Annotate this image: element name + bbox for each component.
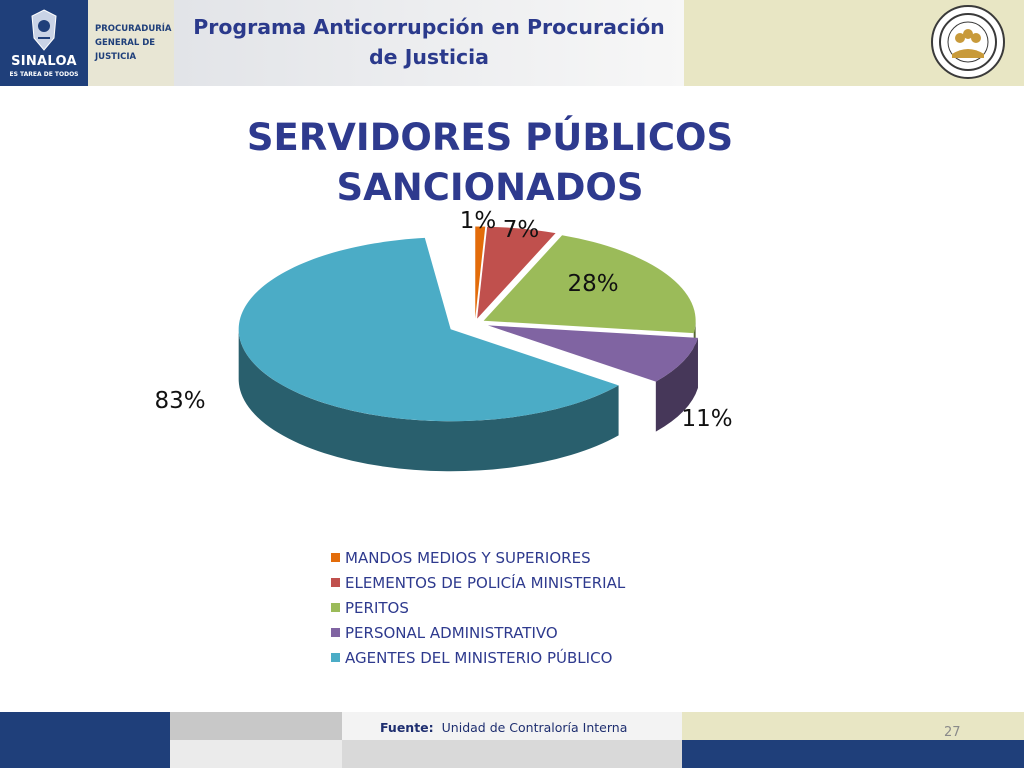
pie-slice xyxy=(477,226,556,319)
sinaloa-logo: SINALOA ES TAREA DE TODOS xyxy=(0,0,88,86)
institution-line: JUSTICIA xyxy=(95,52,137,62)
pie-data-label: 28% xyxy=(567,271,618,297)
legend-label: ELEMENTOS DE POLICÍA MINISTERIAL xyxy=(345,573,626,592)
institution-line: PROCURADURÍA xyxy=(95,24,172,34)
legend-label: AGENTES DEL MINISTERIO PÚBLICO xyxy=(345,648,613,667)
slide-header: SINALOA ES TAREA DE TODOS PROCURADURÍA G… xyxy=(0,0,1024,86)
institution-name: PROCURADURÍA GENERAL DE JUSTICIA xyxy=(88,0,174,86)
legend-label: MANDOS MEDIOS Y SUPERIORES xyxy=(345,548,591,567)
program-title: Programa Anticorrupción en Procuración d… xyxy=(174,0,684,86)
pie-data-label: 11% xyxy=(681,406,732,432)
legend-item: MANDOS MEDIOS Y SUPERIORES xyxy=(331,545,625,570)
legend-item: ELEMENTOS DE POLICÍA MINISTERIAL xyxy=(331,570,625,595)
legend-swatch xyxy=(331,578,340,587)
coat-of-arms-icon xyxy=(31,9,57,51)
legend-swatch xyxy=(331,653,340,662)
legend-swatch xyxy=(331,628,340,637)
program-title-line: Programa Anticorrupción en Procuración xyxy=(193,15,665,39)
slide-footer: Fuente: Unidad de Contraloría Interna 27 xyxy=(0,712,1024,768)
pie-data-label: 7% xyxy=(503,217,540,243)
state-name: SINALOA xyxy=(11,54,77,69)
legend-item: AGENTES DEL MINISTERIO PÚBLICO xyxy=(331,645,625,670)
pie-slice xyxy=(483,235,696,334)
pie-slice-side xyxy=(655,337,698,432)
legend-label: PERITOS xyxy=(345,598,409,617)
pie-data-label: 1% xyxy=(460,208,497,234)
header-right-band xyxy=(684,0,1024,86)
institution-seal-icon xyxy=(931,5,1005,79)
program-title-line: de Justicia xyxy=(369,45,489,69)
pie-slice xyxy=(487,325,698,382)
chart-title-line: SERVIDORES PÚBLICOS xyxy=(246,116,734,159)
pie-data-label: 83% xyxy=(154,388,205,414)
legend-item: PERSONAL ADMINISTRATIVO xyxy=(331,620,625,645)
chart-legend: MANDOS MEDIOS Y SUPERIORES ELEMENTOS DE P… xyxy=(331,545,625,670)
pie-slice xyxy=(238,237,619,422)
pie-slice xyxy=(475,226,486,319)
chart-title-line: SANCIONADOS xyxy=(336,166,644,209)
pie-chart: 1% 7% 28% 11% 83% xyxy=(154,208,733,472)
source-label: Fuente: xyxy=(380,720,434,735)
source-text: Unidad de Contraloría Interna xyxy=(441,720,628,735)
legend-item: PERITOS xyxy=(331,595,625,620)
legend-swatch xyxy=(331,553,340,562)
institution-line: GENERAL DE xyxy=(95,38,156,48)
pie-slice-side xyxy=(238,329,619,472)
source-note: Fuente: Unidad de Contraloría Interna xyxy=(380,720,627,735)
state-motto: ES TAREA DE TODOS xyxy=(9,71,79,78)
page-number: 27 xyxy=(944,725,961,740)
legend-label: PERSONAL ADMINISTRATIVO xyxy=(345,623,558,642)
legend-swatch xyxy=(331,603,340,612)
